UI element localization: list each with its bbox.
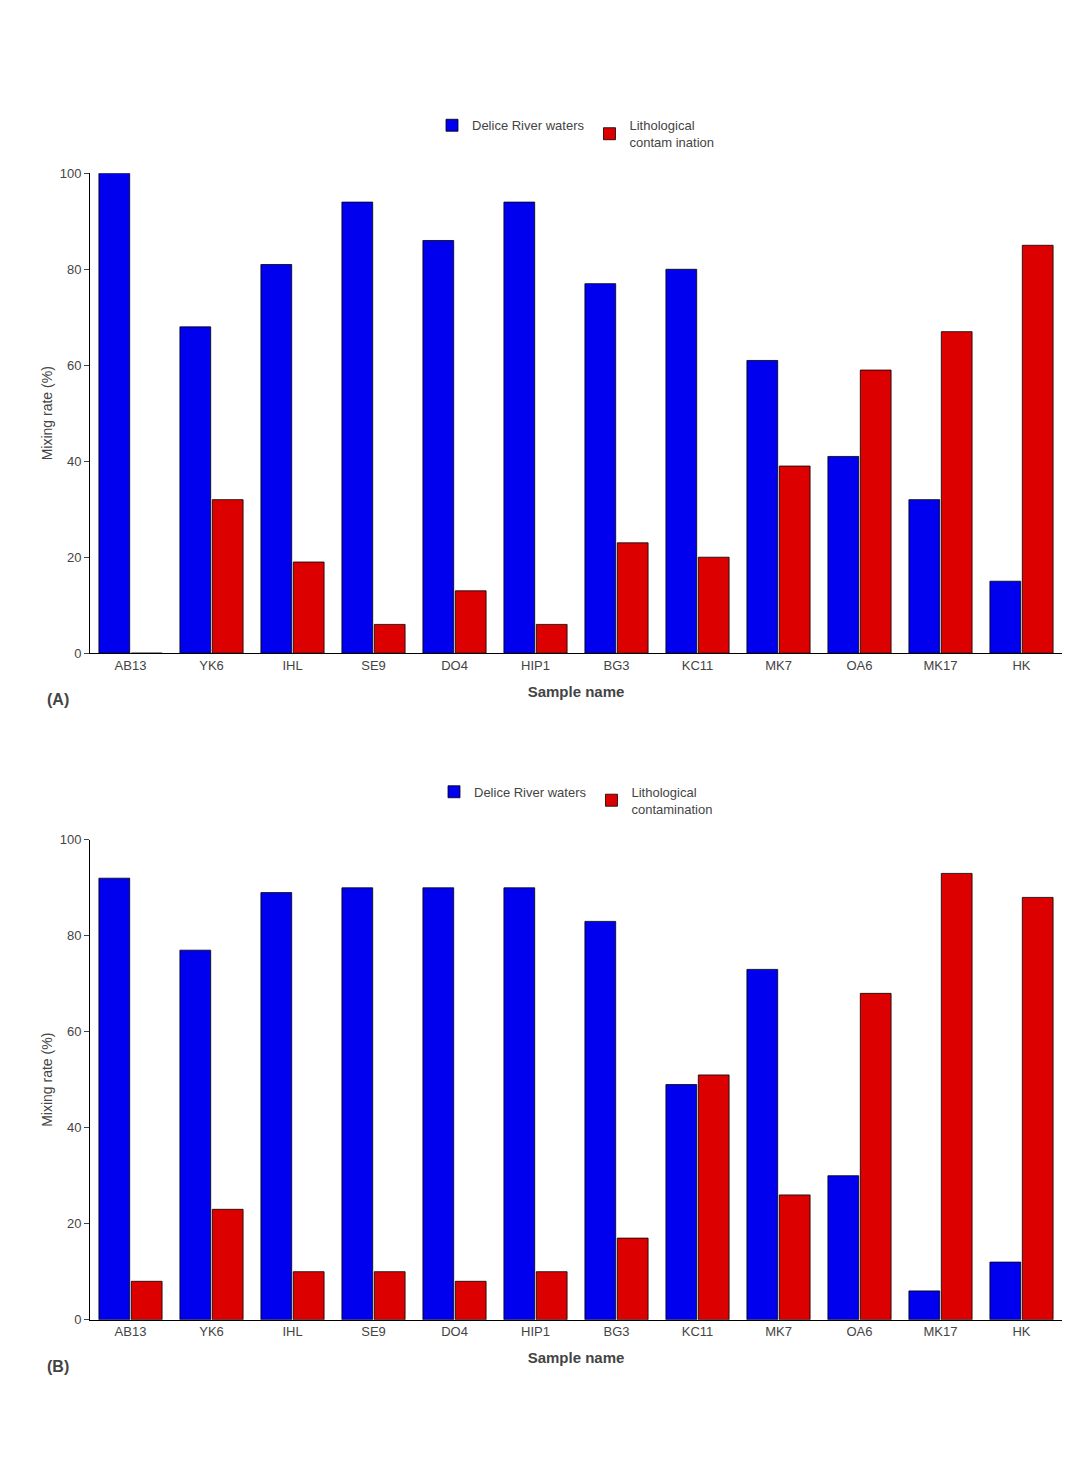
svg-text:AB13: AB13	[115, 658, 147, 673]
svg-text:HIP1: HIP1	[521, 1324, 550, 1339]
svg-text:MK7: MK7	[765, 658, 792, 673]
svg-text:KC11: KC11	[682, 658, 714, 673]
svg-text:(A): (A)	[47, 691, 69, 708]
svg-text:Lithologicalcontamination: Lithologicalcontamination	[631, 785, 712, 817]
svg-text:Lithologicalcontam ination: Lithologicalcontam ination	[629, 118, 714, 150]
svg-text:Delice River waters: Delice River waters	[472, 118, 584, 133]
svg-text:DO4: DO4	[441, 1324, 468, 1339]
svg-text:80: 80	[67, 262, 81, 277]
svg-text:DO4: DO4	[441, 658, 468, 673]
svg-text:80: 80	[67, 928, 81, 943]
svg-text:OA6: OA6	[846, 658, 872, 673]
svg-text:YK6: YK6	[199, 658, 224, 673]
svg-text:MK17: MK17	[924, 1324, 958, 1339]
svg-text:40: 40	[67, 1120, 81, 1135]
svg-text:100: 100	[60, 832, 82, 847]
svg-text:0: 0	[74, 1312, 81, 1327]
svg-text:Sample name: Sample name	[528, 1349, 625, 1366]
svg-text:IHL: IHL	[282, 658, 302, 673]
svg-text:IHL: IHL	[282, 1324, 302, 1339]
svg-text:MK17: MK17	[924, 658, 958, 673]
svg-text:60: 60	[67, 358, 81, 373]
svg-text:Delice River waters: Delice River waters	[474, 785, 586, 800]
svg-text:60: 60	[67, 1024, 81, 1039]
svg-text:MK7: MK7	[765, 1324, 792, 1339]
svg-text:Mixing rate (%): Mixing rate (%)	[39, 366, 55, 460]
svg-text:(B): (B)	[47, 1358, 69, 1375]
svg-text:BG3: BG3	[603, 658, 629, 673]
svg-text:KC11: KC11	[682, 1324, 714, 1339]
svg-text:100: 100	[60, 166, 82, 181]
svg-text:BG3: BG3	[603, 1324, 629, 1339]
svg-text:40: 40	[67, 454, 81, 469]
svg-text:Sample name: Sample name	[528, 683, 625, 700]
svg-text:0: 0	[74, 646, 81, 661]
svg-text:SE9: SE9	[361, 658, 386, 673]
svg-text:Mixing rate (%): Mixing rate (%)	[39, 1033, 55, 1127]
svg-text:SE9: SE9	[361, 1324, 386, 1339]
svg-text:AB13: AB13	[115, 1324, 147, 1339]
svg-text:HK: HK	[1012, 1324, 1030, 1339]
svg-text:YK6: YK6	[199, 1324, 224, 1339]
svg-text:20: 20	[67, 1216, 81, 1231]
svg-text:HIP1: HIP1	[521, 658, 550, 673]
svg-text:OA6: OA6	[846, 1324, 872, 1339]
svg-text:HK: HK	[1012, 658, 1030, 673]
svg-text:20: 20	[67, 550, 81, 565]
